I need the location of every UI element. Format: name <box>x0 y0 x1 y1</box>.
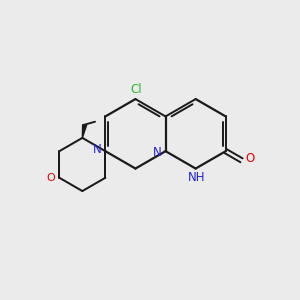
Text: N: N <box>153 146 162 159</box>
Text: O: O <box>47 173 56 183</box>
Polygon shape <box>82 124 87 138</box>
Text: NH: NH <box>188 171 206 184</box>
Text: O: O <box>246 152 255 165</box>
Text: N: N <box>93 143 101 156</box>
Text: Cl: Cl <box>130 83 142 96</box>
